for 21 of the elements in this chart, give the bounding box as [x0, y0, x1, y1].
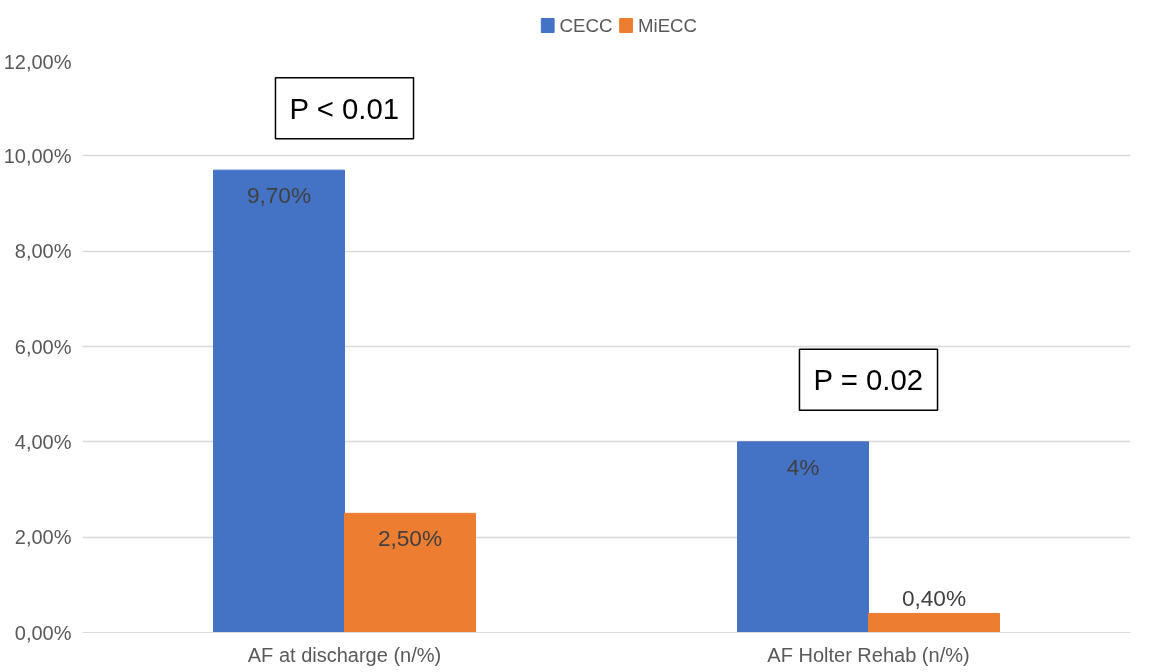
- data-label: 0,40%: [901, 585, 967, 612]
- y-tick-label: 12,00%: [3, 50, 72, 73]
- bar: [737, 441, 869, 633]
- y-tick-label: 10,00%: [3, 144, 72, 167]
- data-label: 9,70%: [246, 182, 312, 209]
- y-tick-label: 8,00%: [14, 240, 72, 263]
- y-tick-label: 2,00%: [14, 526, 72, 549]
- annotation: P < 0.01: [289, 91, 400, 125]
- legend-label: MiECC: [637, 15, 698, 36]
- data-label: 2,50%: [377, 525, 443, 552]
- x-tick-label: AF at discharge (n/%): [247, 643, 442, 666]
- bar: [213, 169, 345, 633]
- x-tick-label: AF Holter Rehab (n/%): [767, 643, 970, 666]
- data-label: 4%: [786, 453, 820, 480]
- bar: [868, 612, 1000, 633]
- annotation: P = 0.02: [813, 363, 924, 397]
- y-tick-label: 4,00%: [14, 430, 72, 453]
- bar: [344, 512, 476, 633]
- legend-label: CECC: [559, 15, 613, 36]
- y-tick-label: 0,00%: [14, 621, 72, 644]
- y-tick-label: 6,00%: [14, 335, 72, 358]
